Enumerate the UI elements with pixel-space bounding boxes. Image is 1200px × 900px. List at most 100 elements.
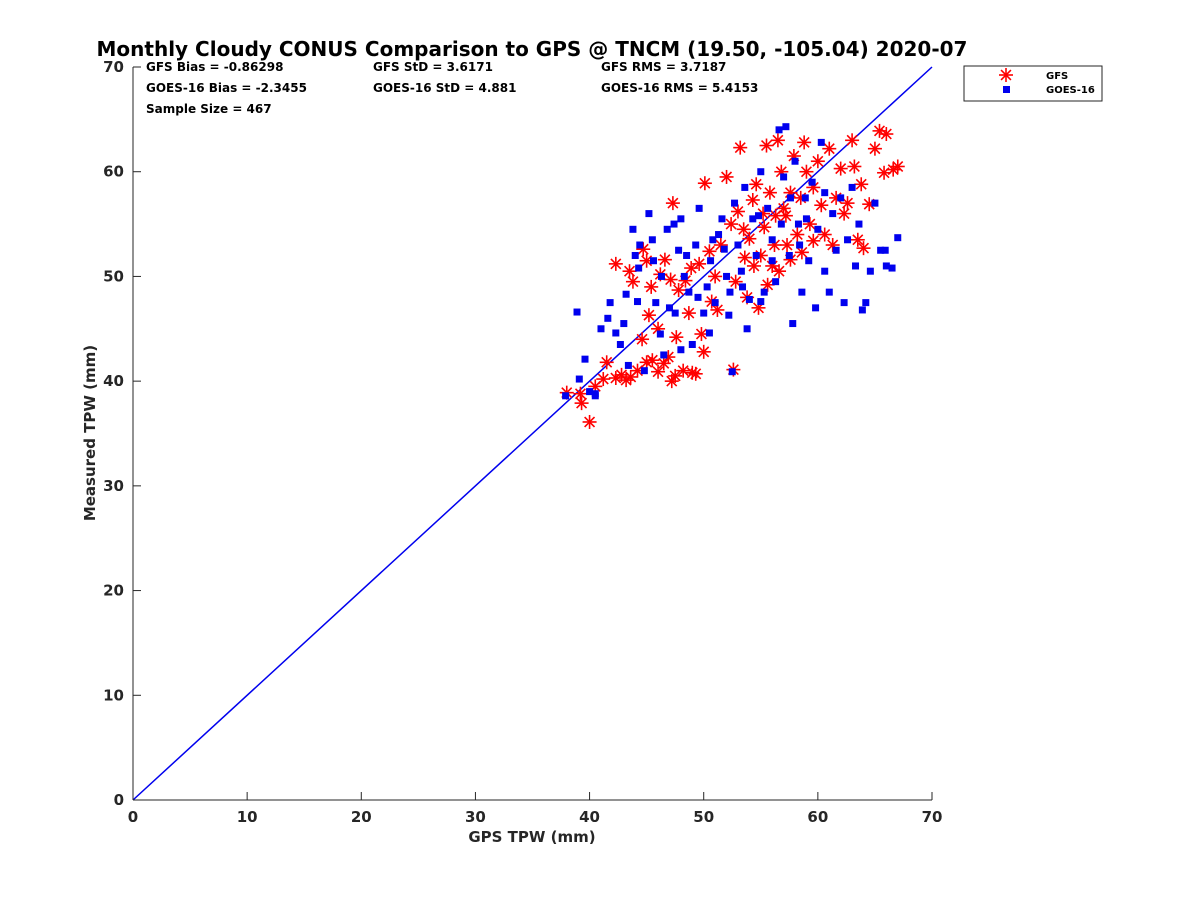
gfs-point: [817, 227, 832, 242]
goes16-point: [752, 251, 760, 259]
gfs-point: [665, 196, 680, 211]
goes16-point: [749, 215, 757, 223]
goes16-point: [789, 320, 797, 328]
gfs-point: [573, 386, 588, 401]
goes16-point: [837, 194, 845, 202]
goes16-point: [645, 210, 653, 218]
goes16-point: [715, 231, 723, 239]
goes16-point: [855, 220, 863, 228]
gfs-point: [770, 133, 785, 148]
gfs-point: [822, 141, 837, 156]
gfs-point: [774, 164, 789, 179]
goes16-point: [871, 199, 879, 207]
goes16-point: [586, 388, 594, 396]
legend-box: [963, 65, 1103, 102]
goes16-point: [775, 126, 783, 134]
gfs-point: [608, 371, 623, 386]
stat-sample-size: Sample Size = 467: [146, 102, 272, 116]
legend-goes-square-marker: [1003, 86, 1010, 93]
x-tick-label: 20: [351, 808, 372, 826]
gfs-point: [641, 308, 656, 323]
gfs-point: [697, 176, 712, 191]
x-tick-label: 60: [807, 808, 828, 826]
goes16-point: [705, 329, 713, 337]
goes16-point: [629, 225, 637, 233]
gfs-point: [668, 368, 683, 383]
x-tick-label: 40: [579, 808, 600, 826]
gfs-point: [719, 169, 734, 184]
goes16-point: [844, 236, 852, 244]
series-layer: [132, 66, 933, 801]
legend: GFS GOES-16: [963, 65, 1103, 102]
goes16-point: [801, 194, 809, 202]
gfs-point: [762, 185, 777, 200]
goes16-point: [648, 236, 656, 244]
goes16-point: [695, 204, 703, 212]
goes16-point: [575, 375, 583, 383]
gfs-point: [736, 222, 751, 237]
goes16-point: [882, 262, 890, 270]
gfs-point: [599, 355, 614, 370]
goes16-point: [612, 329, 620, 337]
goes16-point: [677, 346, 685, 354]
goes16-point: [862, 299, 870, 307]
goes16-point: [665, 304, 673, 312]
gfs-point: [850, 232, 865, 247]
goes16-point: [821, 189, 829, 197]
gfs-point: [806, 233, 821, 248]
goes16-point: [768, 257, 776, 265]
goes16-point: [817, 138, 825, 146]
gfs-point: [854, 177, 869, 192]
gfs-point: [799, 164, 814, 179]
goes16-point: [808, 178, 816, 186]
goes16-point: [631, 251, 639, 259]
gfs-point: [676, 363, 691, 378]
goes16-point: [741, 183, 749, 191]
goes16-point: [768, 236, 776, 244]
goes16-point: [707, 257, 715, 265]
goes16-point: [743, 325, 751, 333]
goes16-point: [640, 367, 648, 375]
goes16-point: [663, 225, 671, 233]
goes16-point: [777, 220, 785, 228]
x-tick-label: 50: [693, 808, 714, 826]
gfs-point: [757, 220, 772, 235]
gfs-point: [710, 302, 725, 317]
goes16-point: [562, 392, 570, 400]
gfs-point: [730, 204, 745, 219]
goes16-point: [634, 298, 642, 306]
goes16-point: [757, 168, 765, 176]
stat-gfs-bias: GFS Bias = -0.86298: [146, 60, 283, 74]
x-tick-label: 30: [465, 808, 486, 826]
goes16-point: [718, 215, 726, 223]
y-tick-label: 40: [103, 372, 124, 390]
gfs-point: [669, 330, 684, 345]
goes16-point: [649, 257, 657, 265]
goes16-point: [660, 351, 668, 359]
gfs-point: [596, 372, 611, 387]
gfs-point: [724, 217, 739, 232]
legend-gfs-label: GFS: [1046, 71, 1068, 82]
legend-gfs-asterisk: [999, 68, 1013, 82]
goes16-point: [832, 246, 840, 254]
goes16-point: [597, 325, 605, 333]
goes16-point: [772, 278, 780, 286]
gfs-point: [702, 244, 717, 259]
gfs-point: [644, 279, 659, 294]
goes16-point: [656, 330, 664, 338]
gfs-point: [635, 332, 650, 347]
gfs-point: [639, 253, 654, 268]
goes16-point: [711, 299, 719, 307]
gfs-point: [574, 396, 589, 411]
y-tick-label: 70: [103, 58, 124, 76]
goes16-point: [726, 288, 734, 296]
goes16-point: [671, 309, 679, 317]
goes16-point: [829, 210, 837, 218]
gfs-point: [630, 363, 645, 378]
goes16-point: [616, 340, 624, 348]
goes16-point: [760, 288, 768, 296]
goes16-point: [757, 298, 765, 306]
goes16-point: [840, 299, 848, 307]
y-tick-label: 0: [114, 791, 124, 809]
gfs-point: [840, 196, 855, 211]
